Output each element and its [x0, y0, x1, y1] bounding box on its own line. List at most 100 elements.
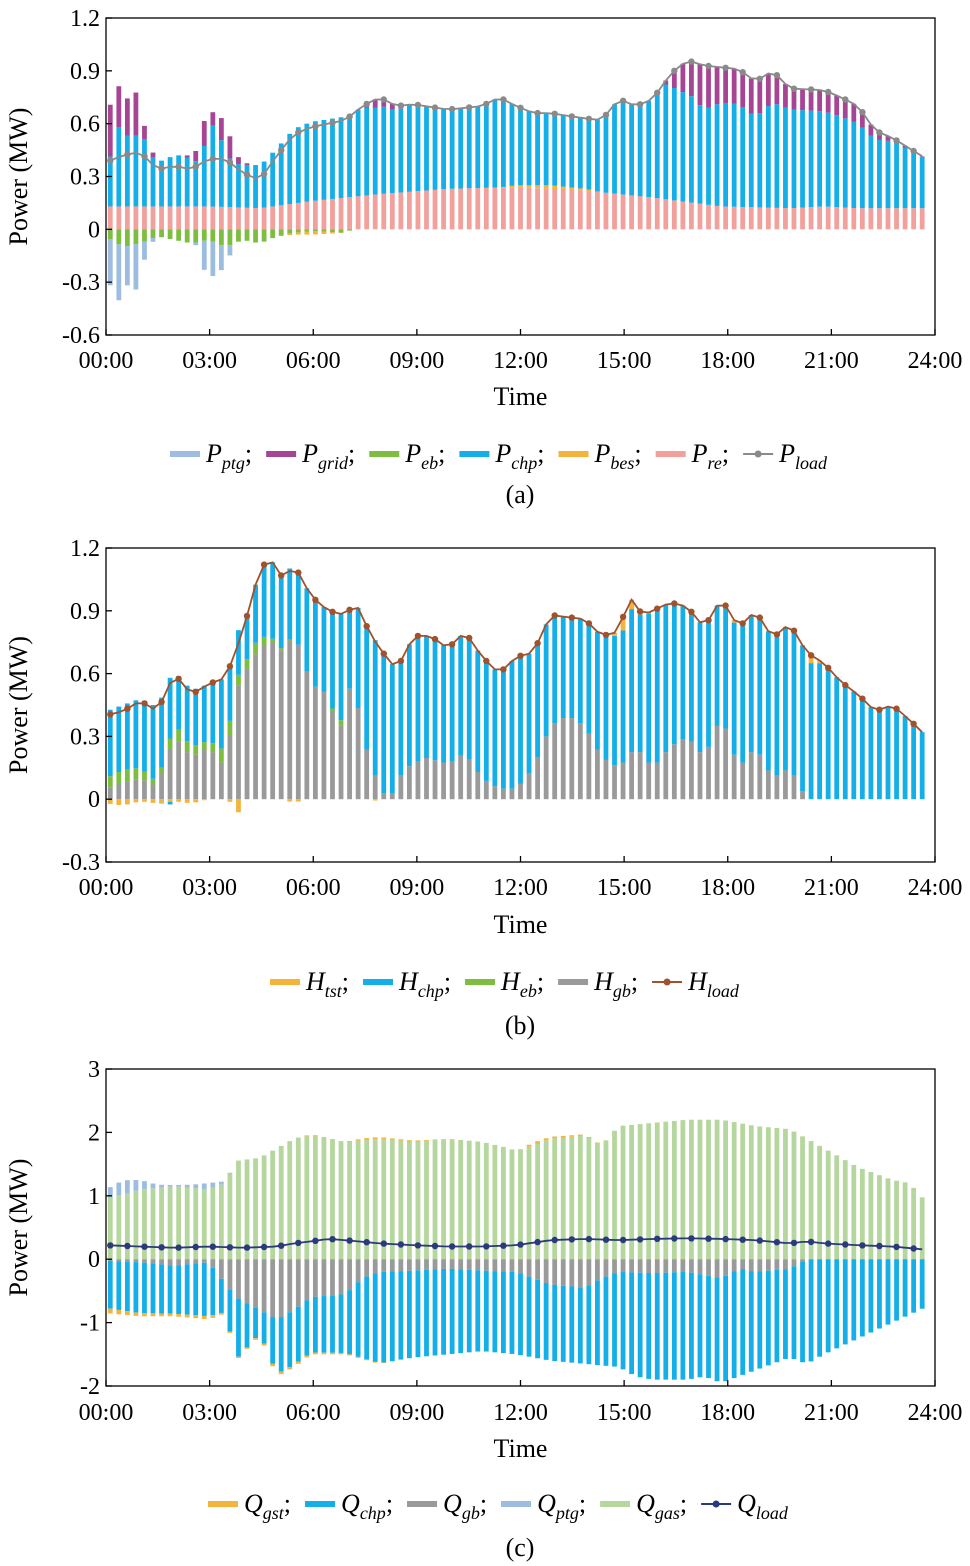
bar-q-chp	[834, 1259, 840, 1349]
bar-h-tst	[201, 799, 207, 801]
bar-p-eb	[287, 229, 293, 234]
bar-h-chp	[842, 685, 848, 800]
bar-p-chp	[877, 139, 882, 209]
bar-q-chp	[218, 1278, 224, 1313]
y-tick-label: 0.9	[70, 59, 100, 85]
bar-h-chp	[304, 588, 310, 671]
bar-h-eb	[278, 648, 284, 651]
bar-h-gb	[714, 725, 720, 800]
bar-p-ptg	[116, 244, 122, 301]
bar-h-gb	[654, 762, 660, 800]
bar-p-ptg	[142, 241, 147, 260]
bar-q-gb	[124, 1259, 130, 1262]
bar-p-re	[560, 189, 566, 230]
bar-h-chp	[389, 664, 395, 794]
bar-h-chp	[270, 562, 276, 639]
bar-q-chp	[449, 1268, 455, 1354]
bar-p-re	[295, 202, 301, 230]
bar-p-re	[859, 208, 865, 230]
bar-h-gb	[706, 746, 711, 800]
bar-q-gb	[227, 1259, 233, 1290]
bar-q-gas	[261, 1155, 267, 1260]
bar-p-chp	[483, 103, 489, 188]
load-marker	[380, 650, 387, 657]
bar-q-chp	[714, 1277, 720, 1382]
bar-p-grid	[133, 92, 139, 136]
load-marker	[192, 163, 199, 170]
bar-q-chp	[124, 1261, 130, 1312]
bar-h-chp	[757, 617, 763, 755]
bar-q-chp	[663, 1272, 669, 1380]
load-marker	[278, 146, 285, 154]
load-marker	[175, 675, 182, 682]
legend-label: Hgb;	[593, 967, 638, 1001]
bar-p-re	[637, 196, 643, 230]
bar-p-re	[774, 207, 780, 230]
bar-q-gst	[321, 1137, 327, 1138]
bar-q-ptg	[167, 1184, 173, 1187]
legend-label: Pptg;	[205, 439, 252, 473]
bar-p-chp	[116, 127, 122, 207]
bar-q-gb	[689, 1259, 694, 1273]
bar-h-chp	[167, 801, 173, 805]
bar-h-gb	[107, 787, 113, 800]
bar-q-ptg	[210, 1182, 216, 1188]
bar-q-gas	[407, 1141, 412, 1260]
load-marker	[534, 109, 541, 117]
load-marker	[910, 1245, 917, 1252]
bar-p-re	[167, 206, 173, 230]
bar-p-re	[629, 195, 634, 230]
load-marker	[466, 1243, 473, 1250]
bar-h-eb	[159, 767, 164, 775]
bar-h-chp	[321, 607, 327, 692]
bar-h-chp	[723, 605, 729, 729]
bar-h-gb	[364, 749, 370, 800]
bar-q-gas	[338, 1141, 344, 1260]
load-marker	[141, 700, 148, 707]
bar-h-gb	[424, 758, 429, 800]
bar-h-gb	[244, 668, 250, 800]
bar-p-chp	[466, 107, 472, 189]
bar-p-chp	[415, 104, 421, 192]
bar-q-chp	[543, 1282, 549, 1360]
bar-p-chp	[800, 110, 805, 208]
bar-q-gb	[133, 1259, 139, 1263]
bar-p-bes	[312, 231, 318, 235]
x-tick-label: 09:00	[390, 1400, 445, 1426]
bar-q-gst	[287, 1367, 293, 1370]
bar-q-gst	[526, 1144, 532, 1147]
bar-q-chp	[919, 1259, 925, 1309]
bar-p-chp	[287, 133, 293, 205]
bar-h-chp	[475, 650, 481, 772]
bar-h-gb	[304, 670, 310, 800]
x-tick-label: 21:00	[804, 348, 859, 374]
bar-p-grid	[218, 118, 224, 141]
bar-q-gb	[210, 1259, 216, 1268]
bar-q-gas	[629, 1124, 634, 1260]
caption-a: (a)	[506, 480, 535, 509]
y-tick-label: 0.6	[70, 662, 100, 688]
bar-p-chp	[612, 104, 617, 194]
bar-q-gb	[629, 1259, 634, 1273]
bar-p-grid	[723, 67, 729, 103]
bar-q-gas	[680, 1120, 686, 1260]
bar-q-gas	[825, 1150, 831, 1260]
bar-p-re	[577, 190, 583, 230]
bar-p-ptg	[210, 241, 216, 276]
legend-swatch	[501, 1501, 532, 1507]
bar-q-gst	[577, 1134, 583, 1136]
x-tick-label: 24:00	[908, 1400, 963, 1426]
load-marker	[226, 1244, 234, 1251]
bar-q-chp	[347, 1290, 352, 1355]
bar-p-chp	[654, 92, 660, 199]
bar-q-gst	[176, 1314, 182, 1317]
bar-q-gb	[364, 1259, 370, 1277]
load-marker	[124, 151, 131, 158]
bar-h-eb	[184, 741, 190, 753]
bar-h-chp	[629, 609, 634, 753]
bar-q-gas	[783, 1128, 788, 1260]
load-marker	[346, 606, 353, 613]
bar-q-gst	[244, 1347, 250, 1349]
bar-p-re	[312, 200, 318, 230]
bar-p-grid	[825, 91, 831, 113]
